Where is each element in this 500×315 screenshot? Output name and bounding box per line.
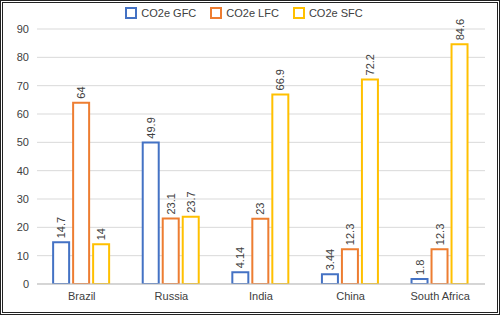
svg-text:Russia: Russia: [155, 290, 190, 302]
svg-text:50: 50: [17, 136, 29, 148]
html-text:CO2e GFC: CO2e GFC: [141, 7, 197, 19]
svg-text:China: China: [336, 290, 366, 302]
svg-text:20: 20: [17, 221, 29, 233]
svg-text:40: 40: [17, 165, 29, 177]
svg-text:3.44: 3.44: [324, 249, 336, 270]
svg-text:0: 0: [23, 278, 29, 290]
svg-text:India: India: [249, 290, 274, 302]
html-text:CO2e LFC: CO2e LFC: [226, 7, 279, 19]
svg-text:90: 90: [17, 23, 29, 35]
svg-text:14.7: 14.7: [55, 217, 67, 238]
svg-text:60: 60: [17, 108, 29, 120]
svg-text:1.8: 1.8: [414, 260, 426, 275]
svg-text:12.3: 12.3: [344, 224, 356, 245]
svg-text:70: 70: [17, 80, 29, 92]
svg-text:64: 64: [75, 86, 87, 98]
svg-text:23.1: 23.1: [165, 193, 177, 214]
svg-text:23.7: 23.7: [185, 191, 197, 212]
svg-text:23: 23: [254, 203, 266, 215]
svg-text:10: 10: [17, 250, 29, 262]
svg-text:4.14: 4.14: [234, 247, 246, 268]
svg-text:30: 30: [17, 193, 29, 205]
svg-text:49.9: 49.9: [145, 117, 157, 138]
svg-text:80: 80: [17, 51, 29, 63]
html-text:CO2e SFC: CO2e SFC: [308, 7, 363, 19]
svg-text:12.3: 12.3: [434, 224, 446, 245]
svg-text:72.2: 72.2: [364, 54, 376, 75]
svg-text:South Africa: South Africa: [411, 290, 471, 302]
svg-text:66.9: 66.9: [274, 69, 286, 90]
svg-text:84.6: 84.6: [454, 19, 466, 40]
svg-text:Brazil: Brazil: [68, 290, 96, 302]
svg-text:14: 14: [95, 228, 107, 240]
